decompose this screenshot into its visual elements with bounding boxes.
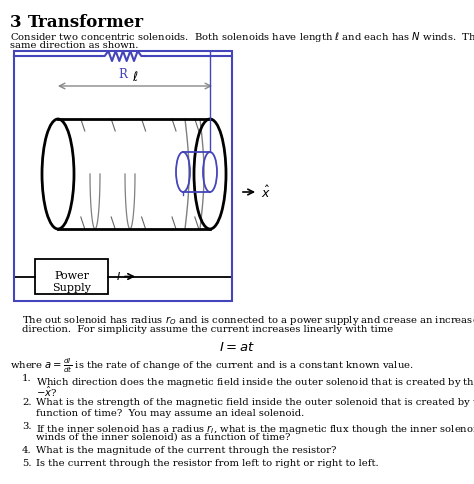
Text: What is the magnitude of the current through the resistor?: What is the magnitude of the current thr…: [36, 445, 337, 454]
Text: same direction as shown.: same direction as shown.: [10, 41, 138, 50]
Text: Is the current through the resistor from left to right or right to left.: Is the current through the resistor from…: [36, 458, 379, 467]
Text: $-\hat{x}$?: $-\hat{x}$?: [36, 384, 57, 398]
Text: Supply: Supply: [52, 283, 91, 292]
Text: function of time?  You may assume an ideal solenoid.: function of time? You may assume an idea…: [36, 408, 304, 417]
Text: R: R: [118, 68, 128, 81]
Text: $\hat{x}$: $\hat{x}$: [261, 184, 271, 200]
Text: Which direction does the magnetic field inside the outer solenoid that is create: Which direction does the magnetic field …: [36, 373, 474, 390]
Text: The out solenoid has radius $r_O$ and is connected to a power supply and crease : The out solenoid has radius $r_O$ and is…: [22, 313, 474, 326]
Text: If the inner solenoid has a radius $r_I$, what is the magnetic flux though the i: If the inner solenoid has a radius $r_I$…: [36, 421, 474, 435]
Text: Consider two concentric solenoids.  Both solenoids have length $\ell$ and each h: Consider two concentric solenoids. Both …: [10, 30, 474, 44]
Text: Transformer: Transformer: [28, 14, 144, 31]
Text: $I = at$: $I = at$: [219, 340, 255, 353]
Text: 3: 3: [10, 14, 22, 31]
Text: 1.: 1.: [22, 373, 32, 382]
Text: $\ell$: $\ell$: [132, 70, 138, 84]
Text: 5.: 5.: [22, 458, 31, 467]
Text: Power: Power: [54, 271, 89, 280]
Text: What is the strength of the magnetic field inside the outer solenoid that is cre: What is the strength of the magnetic fie…: [36, 397, 474, 406]
Text: winds of the inner solenoid) as a function of time?: winds of the inner solenoid) as a functi…: [36, 432, 291, 441]
Text: 4.: 4.: [22, 445, 32, 454]
Text: 3.: 3.: [22, 421, 31, 430]
Text: direction.  For simplicity assume the current increases linearly with time: direction. For simplicity assume the cur…: [22, 324, 393, 333]
Text: where $a = \frac{dI}{dt}$ is the rate of change of the current and is a constant: where $a = \frac{dI}{dt}$ is the rate of…: [10, 356, 414, 375]
Text: 2.: 2.: [22, 397, 31, 406]
Text: $I$: $I$: [116, 270, 121, 282]
